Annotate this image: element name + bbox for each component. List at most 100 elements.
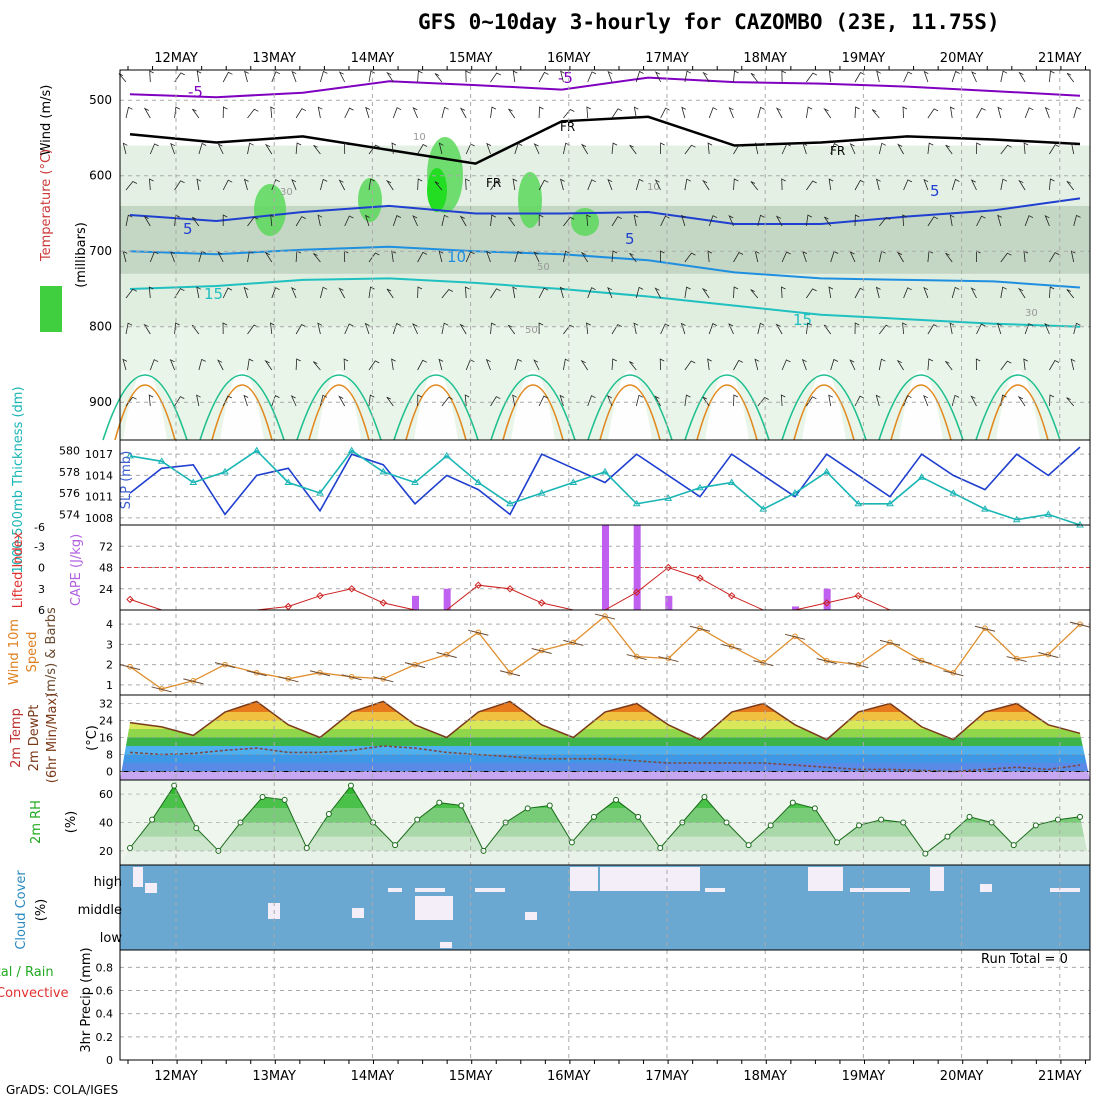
thickness-point [252,446,261,454]
wind-barb [191,216,200,227]
wind-barb [538,71,549,83]
temp-tick: 0 [106,766,113,779]
rh-tick: 40 [99,817,113,830]
wind-barb [434,73,443,83]
thickness-axis-label: 1000-500mb Thickness (dm) [11,386,26,573]
cloud-patch [1050,888,1080,892]
wind-barb [196,70,202,83]
wind-barb [459,107,467,119]
wind-barb [848,662,869,669]
wind-barb [684,286,691,299]
wind-barb [896,359,904,371]
wind-barb [949,106,955,119]
wind-barb [806,106,813,119]
rh-point [524,805,531,812]
wind10m-panel: 1 2 3 4 10m Wind Speed & Barbs (m/s) [106,613,1091,693]
wind-barb [264,359,273,371]
rh-point [833,839,840,846]
rh-line [129,784,1081,855]
rh-point [1032,822,1039,829]
wind-barb [214,662,236,669]
wind-barb [684,144,696,155]
rh-point [613,796,620,803]
wind-barb [533,359,540,371]
rh-point [767,822,774,829]
wind-barb [702,179,710,191]
thickness-point [1044,510,1053,517]
wind-barb [949,214,955,227]
temperature-axis-label: 2m Temp [9,708,24,768]
isotherm-20 [114,384,176,441]
wind-barb [660,107,670,119]
wind-barb [781,143,791,155]
thickness-point [791,489,799,496]
precip-convective-label: Convective [0,986,69,1001]
precip-tick: 0.8 [96,961,114,974]
wind-barb [635,394,644,407]
wind-barb [198,142,207,155]
thickness-point [157,457,166,464]
wind-barb [1066,72,1075,83]
thickness-point [189,478,198,485]
wind-barb [243,394,249,407]
precip-total-label: Total / Rain [0,965,54,980]
rh-point [657,845,664,851]
cape-axis-label: CAPE (J/kg) [69,534,84,606]
thickness-point [981,505,989,512]
wind-barb [368,286,375,299]
wind-barb [635,70,644,83]
isotherm-m5 [129,76,1081,99]
wind-barb [1071,142,1076,155]
isotherm-20 [793,384,855,441]
wind-barb [143,323,151,335]
wind-barb [392,107,402,119]
rh-point [259,794,266,800]
wind-barb [538,179,549,191]
wind-barb [1070,358,1076,371]
isotherm-10 [129,245,1081,289]
wind-barb [587,179,596,191]
wind-barb [1000,286,1007,299]
wind-barb [633,322,639,335]
wind-barb [580,359,589,371]
wind-barb [1017,287,1026,299]
wind-barb [122,358,128,371]
day-label-top: 15MAY [449,51,493,66]
wind-barb [563,639,584,646]
wind-barb [264,143,273,155]
wind-barb [196,178,202,191]
isotherm-20 [987,384,1049,441]
wind-barb [633,106,639,119]
wind-barb [343,358,349,371]
cape-bar [602,525,609,610]
wind10m-axis-label: Wind 10m [7,619,22,685]
wind-barb [174,322,180,335]
wind-barb [1000,360,1012,371]
wind-barb [849,359,856,371]
cloud-axis-label: Cloud Cover [14,870,29,950]
rh-point [966,813,973,820]
wind-barb [970,395,977,407]
rh-legend-swatch [40,286,62,332]
wind-barb [607,178,613,191]
day-label-bottom: 14MAY [351,1069,395,1084]
wind-barb [438,250,444,263]
thickness-point [696,483,704,491]
wind-barb [927,108,939,119]
rh-moist-blob [358,178,382,222]
wind-barb [903,287,912,299]
temp-band [120,720,1090,729]
wind-barb [854,179,865,191]
wind-barb [587,395,596,407]
wind-barb [903,71,913,83]
wind-barb [1000,144,1012,155]
li-point [727,592,736,600]
wind-barb [170,142,175,155]
li-point [379,599,388,607]
wind-barb [728,106,734,119]
rh-point [878,816,885,823]
thickness-tick: 576 [59,487,80,500]
wind-barb [344,323,354,335]
convective-tower [317,370,361,440]
